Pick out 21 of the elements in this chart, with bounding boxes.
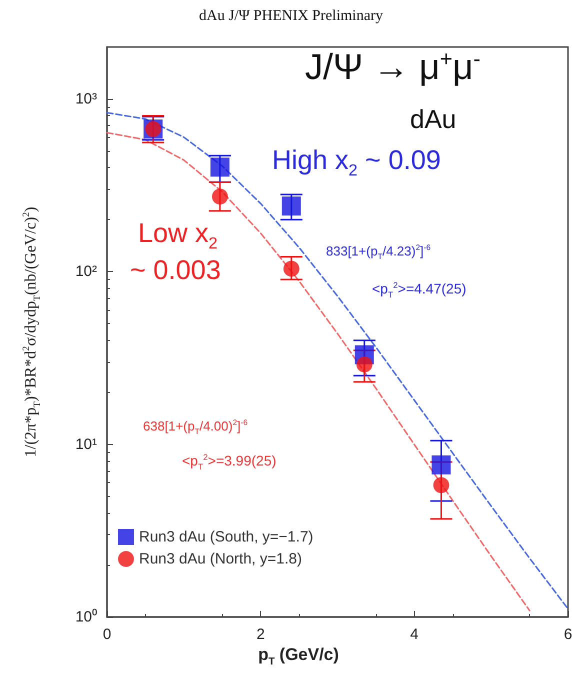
- annotation: <p$_{T}$$^{2}$>=3.99(25): [182, 452, 276, 472]
- x-tick-label: 0: [102, 626, 112, 643]
- x-tick-label: 6: [564, 626, 572, 643]
- y-tick-label: 10²: [75, 263, 97, 280]
- y-tick-label: 10¹: [75, 436, 97, 453]
- chart-title: dAu J/Ψ PHENIX Preliminary: [198, 8, 384, 25]
- x-axis-title: p$_{T}$ (GeV/c): [257, 645, 340, 668]
- y-tick-label: 10³: [75, 90, 97, 108]
- annotation: High x$_{2}$ ~ 0.09: [272, 145, 441, 180]
- x-tick-label: 2: [256, 626, 265, 643]
- annotation: dAu: [410, 104, 456, 135]
- annotation: 833[1+(p$_{T}$/4.23)$^{2}$]$^{-6}$: [326, 243, 431, 261]
- x-tick-label: 4: [410, 626, 419, 643]
- annotation: ~ 0.003: [130, 255, 221, 286]
- legend-label: Run3 dAu (North, y=1.8): [139, 550, 302, 568]
- annotation: <p$_{T}$$^{2}$>=4.47(25): [372, 280, 466, 300]
- annotation: Low x$_{2}$: [138, 218, 218, 254]
- annotation: J/Ψ → μ$^{+}$μ$^{-}$: [305, 46, 480, 88]
- annotation: 638[1+(p$_{T}$/4.00)$^{2}$]$^{-6}$: [143, 418, 248, 436]
- legend-label: Run3 dAu (South, y=−1.7): [139, 528, 314, 546]
- y-tick-label: 10⁰: [75, 608, 97, 626]
